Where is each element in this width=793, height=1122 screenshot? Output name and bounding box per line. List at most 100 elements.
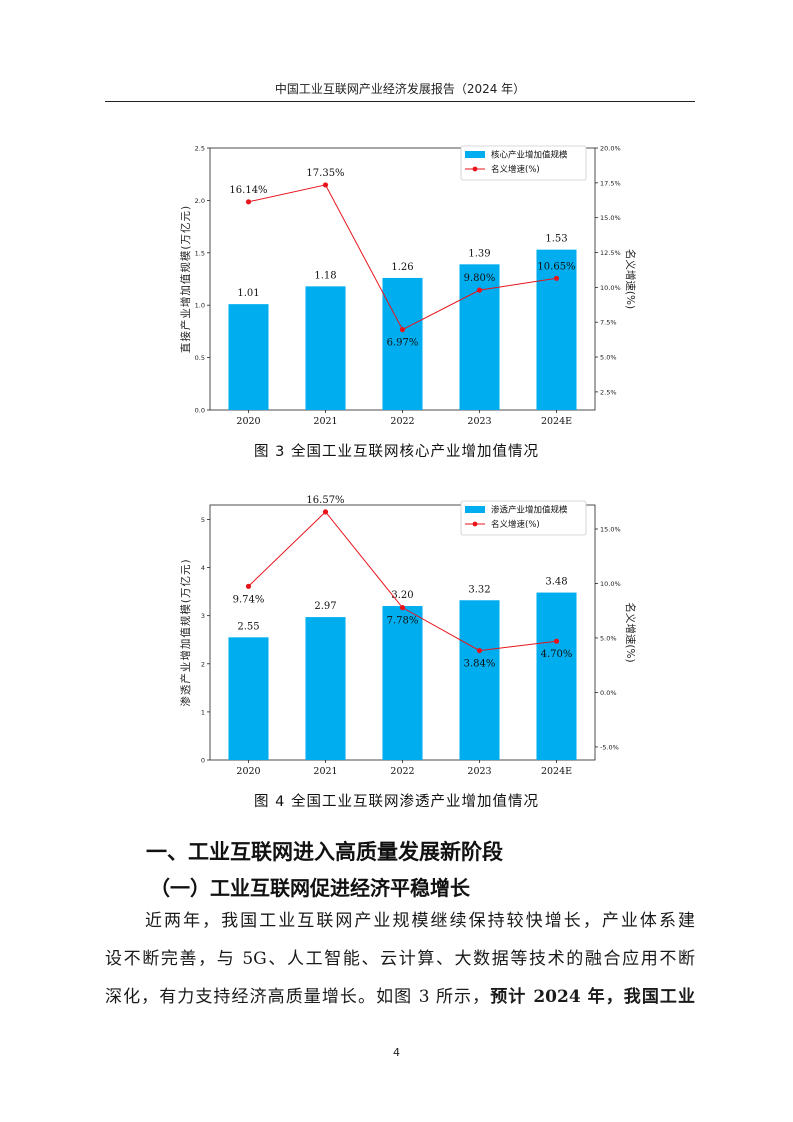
growth-point-label: 9.80%	[464, 273, 496, 284]
body-paragraph: 近两年，我国工业互联网产业规模继续保持较快增长，产业体系建 设不断完善，与 5G…	[105, 902, 695, 1016]
legend-box	[460, 500, 587, 536]
bar	[305, 617, 346, 760]
y2-tick-label: 2.5%	[600, 388, 617, 396]
growth-point-label: 17.35%	[306, 168, 344, 179]
y2-tick-label: 10.0%	[600, 580, 621, 588]
bar	[382, 277, 423, 410]
y-tick-label: 4	[201, 564, 205, 572]
y2-axis-title: 名义增速(%)	[624, 602, 637, 662]
figure-4-chart: 0 1 2 3 4 5 -5.0% 0.0% 5.0% 10.0% 15.0% 渗透产业增加值规模(万…	[179, 495, 637, 777]
paragraph-line-2: 设不断完善，与 5G、人工智能、云计算、大数据等技术的融合应用不断	[105, 949, 695, 969]
bar-value-label: 1.18	[314, 270, 336, 281]
bar	[228, 304, 269, 410]
legend-line-marker	[472, 166, 478, 172]
growth-point-label: 9.74%	[233, 594, 265, 605]
bar-value-label: 2.97	[314, 601, 336, 612]
y2-tick-label: 5.0%	[600, 354, 617, 362]
y-tick-label: 0.0	[195, 407, 205, 415]
y-tick-label: 1	[201, 708, 205, 716]
x-tick-label: 2021	[313, 416, 337, 427]
growth-point	[322, 182, 329, 188]
legend-bar-swatch	[465, 151, 485, 158]
figure-4-caption: 图 4 全国工业互联网渗透产业增加值情况	[254, 794, 539, 810]
paragraph-line-3-bold: 预计 2024 年，我国工业	[490, 987, 695, 1007]
figure-3-chart: 0.0 0.5 1.0 1.5 2.0 2.5 2.5% 5.0% 7.5% 10.0% 12.5%…	[179, 145, 637, 428]
legend-line-label: 名义增速(%)	[491, 164, 540, 175]
growth-point-label: 6.97%	[387, 338, 419, 349]
x-tick-label: 2022	[390, 766, 414, 777]
y2-tick-label: 0.0%	[600, 689, 617, 697]
growth-point-label: 16.57%	[306, 495, 344, 506]
x-tick-label: 2024E	[541, 416, 572, 427]
legend-bar-label: 核心产业增加值规模	[491, 150, 568, 161]
y2-tick-label: 7.5%	[600, 319, 617, 327]
y2-tick-label: 15.0%	[600, 214, 621, 222]
y2-tick-label: 15.0%	[600, 525, 621, 533]
x-tick-label: 2024E	[541, 766, 572, 777]
section-heading: 一、工业互联网进入高质量发展新阶段	[146, 840, 503, 864]
y-axis-title: 直接产业增加值规模(万亿元)	[179, 205, 192, 353]
y-tick-label: 0	[201, 757, 205, 765]
running-header: 中国工业互联网产业经济发展报告（2024 年）	[274, 82, 526, 96]
y-tick-label: 2	[201, 660, 205, 668]
growth-point	[399, 605, 406, 611]
growth-point-label: 16.14%	[229, 185, 267, 196]
bar	[305, 286, 346, 410]
header-rule	[105, 101, 695, 102]
x-tick-label: 2020	[236, 416, 260, 427]
growth-point-label: 4.70%	[541, 649, 573, 660]
bar-value-label: 1.53	[545, 234, 567, 245]
bar	[536, 592, 577, 760]
legend-box	[460, 145, 587, 181]
x-tick-label: 2022	[390, 416, 414, 427]
legend-bar-label: 渗透产业增加值规模	[491, 505, 568, 516]
y-tick-label: 1.5	[195, 249, 205, 257]
growth-point	[553, 275, 560, 281]
y-tick-label: 3	[201, 612, 205, 620]
bar-value-label: 3.48	[545, 577, 567, 588]
bar	[228, 637, 269, 760]
paragraph-line-3-text: 深化，有力支持经济高质量增长。如图 3 所示，	[105, 987, 491, 1007]
legend-bar-swatch	[465, 506, 485, 513]
y2-tick-label: 12.5%	[600, 249, 621, 257]
bar-value-label: 1.26	[391, 262, 413, 273]
paragraph-line-3: 深化，有力支持经济高质量增长。如图 3 所示，预计 2024 年，我国工业	[105, 978, 695, 1016]
y2-tick-label: -5.0%	[600, 743, 619, 751]
growth-point	[245, 583, 252, 589]
y2-axis-title: 名义增速(%)	[624, 249, 637, 309]
y2-tick-label: 5.0%	[600, 634, 617, 642]
y-tick-label: 0.5	[195, 354, 205, 362]
legend-line-marker	[472, 521, 478, 527]
bar	[459, 264, 500, 410]
bar	[382, 606, 423, 760]
y-tick-label: 5	[201, 516, 205, 524]
growth-point	[553, 638, 560, 644]
growth-point-label: 7.78%	[387, 616, 419, 627]
paragraph-line-1: 近两年，我国工业互联网产业规模继续保持较快增长，产业体系建	[145, 911, 695, 931]
bar-value-label: 1.39	[468, 248, 490, 259]
y2-tick-label: 10.0%	[600, 284, 621, 292]
growth-point-label: 3.84%	[464, 659, 496, 670]
x-tick-label: 2020	[236, 766, 260, 777]
growth-point	[322, 509, 329, 515]
page-number: 4	[393, 1046, 400, 1059]
bar	[459, 600, 500, 760]
growth-point	[476, 287, 483, 293]
y-tick-label: 1.0	[195, 302, 205, 310]
bar	[536, 249, 577, 410]
growth-point	[476, 647, 483, 654]
bar-value-label: 1.01	[237, 288, 259, 299]
y-tick-label: 2.0	[195, 197, 205, 205]
bar-value-label: 3.32	[468, 584, 490, 595]
bar-value-label: 2.55	[237, 621, 259, 632]
bar-value-label: 3.20	[391, 590, 413, 601]
growth-point	[245, 199, 252, 205]
y2-tick-label: 17.5%	[600, 179, 621, 187]
figure-3-caption: 图 3 全国工业互联网核心产业增加值情况	[254, 444, 539, 460]
subsection-heading: （一）工业互联网促进经济平稳增长	[150, 876, 470, 900]
x-tick-label: 2023	[467, 766, 491, 777]
growth-point-label: 10.65%	[537, 261, 575, 272]
y-axis-title: 渗透产业增加值规模(万亿元)	[179, 558, 192, 706]
y-tick-label: 2.5	[195, 145, 205, 153]
x-tick-label: 2021	[313, 766, 337, 777]
